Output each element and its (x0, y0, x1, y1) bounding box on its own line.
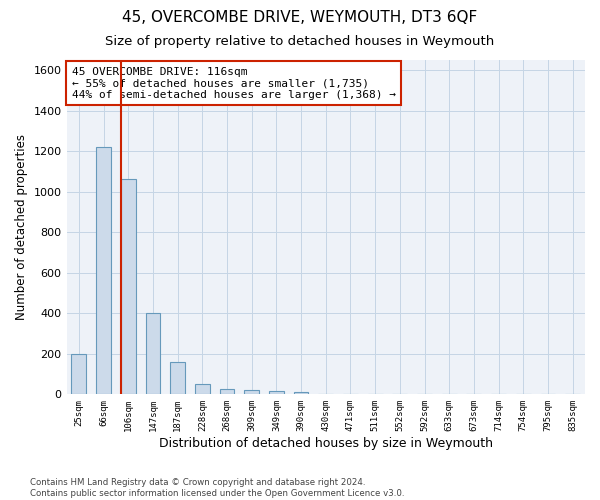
Text: Size of property relative to detached houses in Weymouth: Size of property relative to detached ho… (106, 35, 494, 48)
Text: 45, OVERCOMBE DRIVE, WEYMOUTH, DT3 6QF: 45, OVERCOMBE DRIVE, WEYMOUTH, DT3 6QF (122, 10, 478, 25)
Bar (121, 178, 136, 394)
Bar (269, 392, 284, 394)
Bar (244, 390, 259, 394)
Bar (195, 384, 210, 394)
Bar (96, 147, 111, 394)
Bar (146, 314, 160, 394)
Text: 45 OVERCOMBE DRIVE: 116sqm
← 55% of detached houses are smaller (1,735)
44% of s: 45 OVERCOMBE DRIVE: 116sqm ← 55% of deta… (72, 66, 396, 100)
Y-axis label: Number of detached properties: Number of detached properties (15, 134, 28, 320)
X-axis label: Distribution of detached houses by size in Weymouth: Distribution of detached houses by size … (159, 437, 493, 450)
Bar (170, 362, 185, 394)
Bar (220, 390, 235, 394)
Text: Contains HM Land Registry data © Crown copyright and database right 2024.
Contai: Contains HM Land Registry data © Crown c… (30, 478, 404, 498)
Bar (293, 392, 308, 394)
Bar (71, 354, 86, 395)
